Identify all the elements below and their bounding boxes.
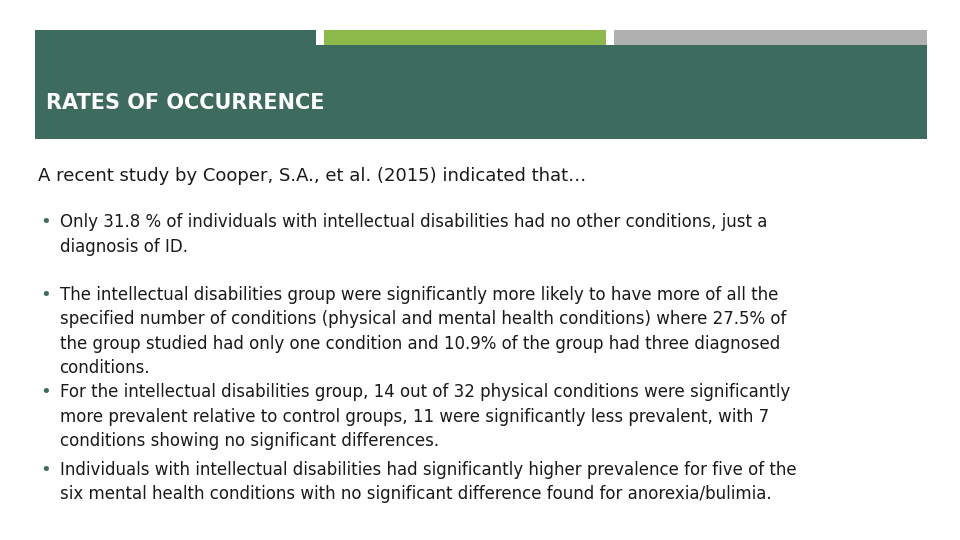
Bar — [324, 30, 606, 45]
Text: For the intellectual disabilities group, 14 out of 32 physical conditions were s: For the intellectual disabilities group,… — [60, 383, 790, 450]
Text: •: • — [40, 286, 52, 304]
Text: •: • — [40, 383, 52, 401]
Bar — [35, 30, 316, 45]
Text: Only 31.8 % of individuals with intellectual disabilities had no other condition: Only 31.8 % of individuals with intellec… — [60, 213, 767, 255]
Bar — [614, 30, 927, 45]
Text: A recent study by Cooper, S.A., et al. (2015) indicated that…: A recent study by Cooper, S.A., et al. (… — [38, 167, 587, 185]
Text: •: • — [40, 213, 52, 231]
Text: Individuals with intellectual disabilities had significantly higher prevalence f: Individuals with intellectual disabiliti… — [60, 461, 796, 503]
Text: The intellectual disabilities group were significantly more likely to have more : The intellectual disabilities group were… — [60, 286, 786, 377]
Text: RATES OF OCCURRENCE: RATES OF OCCURRENCE — [46, 93, 324, 113]
Bar — [35, 45, 927, 139]
Text: •: • — [40, 461, 52, 478]
